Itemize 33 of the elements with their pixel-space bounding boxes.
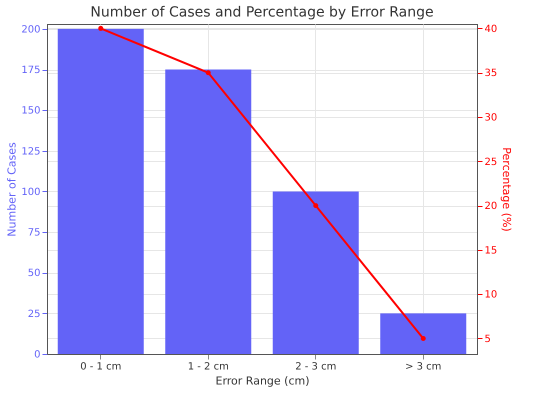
- point: [206, 70, 211, 76]
- x-tick-label: 0 - 1 cm: [80, 362, 122, 372]
- y-axis-title: Number of Cases: [5, 142, 18, 237]
- y-tick-label: 25: [28, 308, 40, 320]
- y2-tick-label: 35: [484, 68, 498, 80]
- y-tick-label: 75: [28, 228, 40, 239]
- x-tick-label: > 3 cm: [405, 362, 442, 372]
- chart-title: Number of Cases and Percentage by Error Range: [90, 4, 434, 20]
- bar: [165, 70, 252, 354]
- y2-tick-label: 5: [484, 334, 491, 345]
- y2-tick-label: 10: [484, 290, 498, 301]
- x-tick-label: 1 - 2 cm: [188, 362, 229, 372]
- bar: [272, 191, 359, 354]
- bar: [380, 313, 466, 354]
- x-axis-title: Error Range (cm): [215, 374, 310, 388]
- y2-tick-label: 20: [484, 201, 498, 212]
- y2-tick-label: 15: [484, 245, 498, 256]
- y2-axis-title: Percentage (%): [500, 147, 514, 232]
- x-tick-label: 2 - 3 cm: [295, 362, 336, 372]
- y-tick-label: 125: [21, 146, 40, 158]
- point: [98, 26, 104, 31]
- y-tick-label: 150: [21, 106, 40, 117]
- y-tick-label: 175: [21, 65, 40, 76]
- point: [313, 203, 318, 208]
- y2-tick-label: 40: [484, 24, 498, 35]
- y2-tick-label: 30: [484, 112, 498, 124]
- bar: [58, 28, 144, 354]
- y-tick-label: 0: [34, 350, 40, 360]
- y-tick-label: 50: [28, 268, 40, 280]
- y-tick-label: 200: [21, 24, 40, 36]
- point: [420, 336, 426, 341]
- y2-tick-label: 25: [484, 156, 498, 168]
- y-tick-label: 100: [21, 186, 40, 198]
